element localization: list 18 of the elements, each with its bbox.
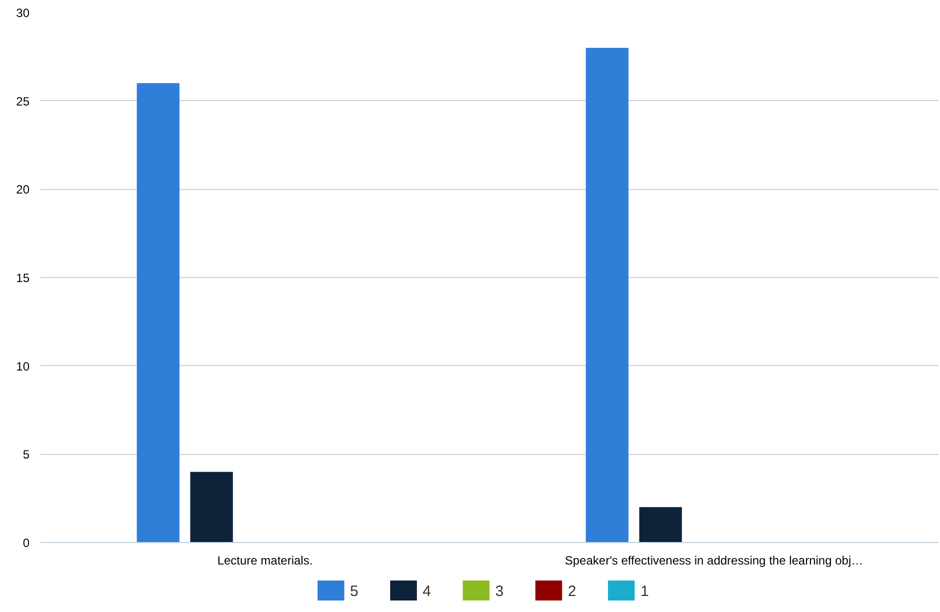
legend-label: 1 (640, 583, 649, 600)
y-tick-label: 5 (22, 448, 30, 462)
legend-label: 5 (350, 583, 358, 600)
y-tick-label: 30 (16, 6, 30, 20)
x-tick-label: Speaker's effectiveness in addressing the learning obj… (564, 554, 864, 568)
legend-label: 4 (422, 583, 431, 600)
legend-label: 3 (495, 583, 504, 600)
bar (639, 507, 682, 542)
bar (136, 83, 180, 542)
y-tick-label: 20 (16, 182, 30, 197)
y-tick-label: 0 (22, 536, 30, 550)
bar (586, 48, 628, 542)
legend-label: 2 (568, 583, 576, 600)
y-tick-label: 25 (16, 94, 30, 108)
y-tick-label: 15 (16, 271, 30, 285)
bar (190, 472, 233, 542)
y-tick-label: 10 (16, 359, 30, 374)
x-tick-label: Lecture materials. (217, 554, 313, 568)
